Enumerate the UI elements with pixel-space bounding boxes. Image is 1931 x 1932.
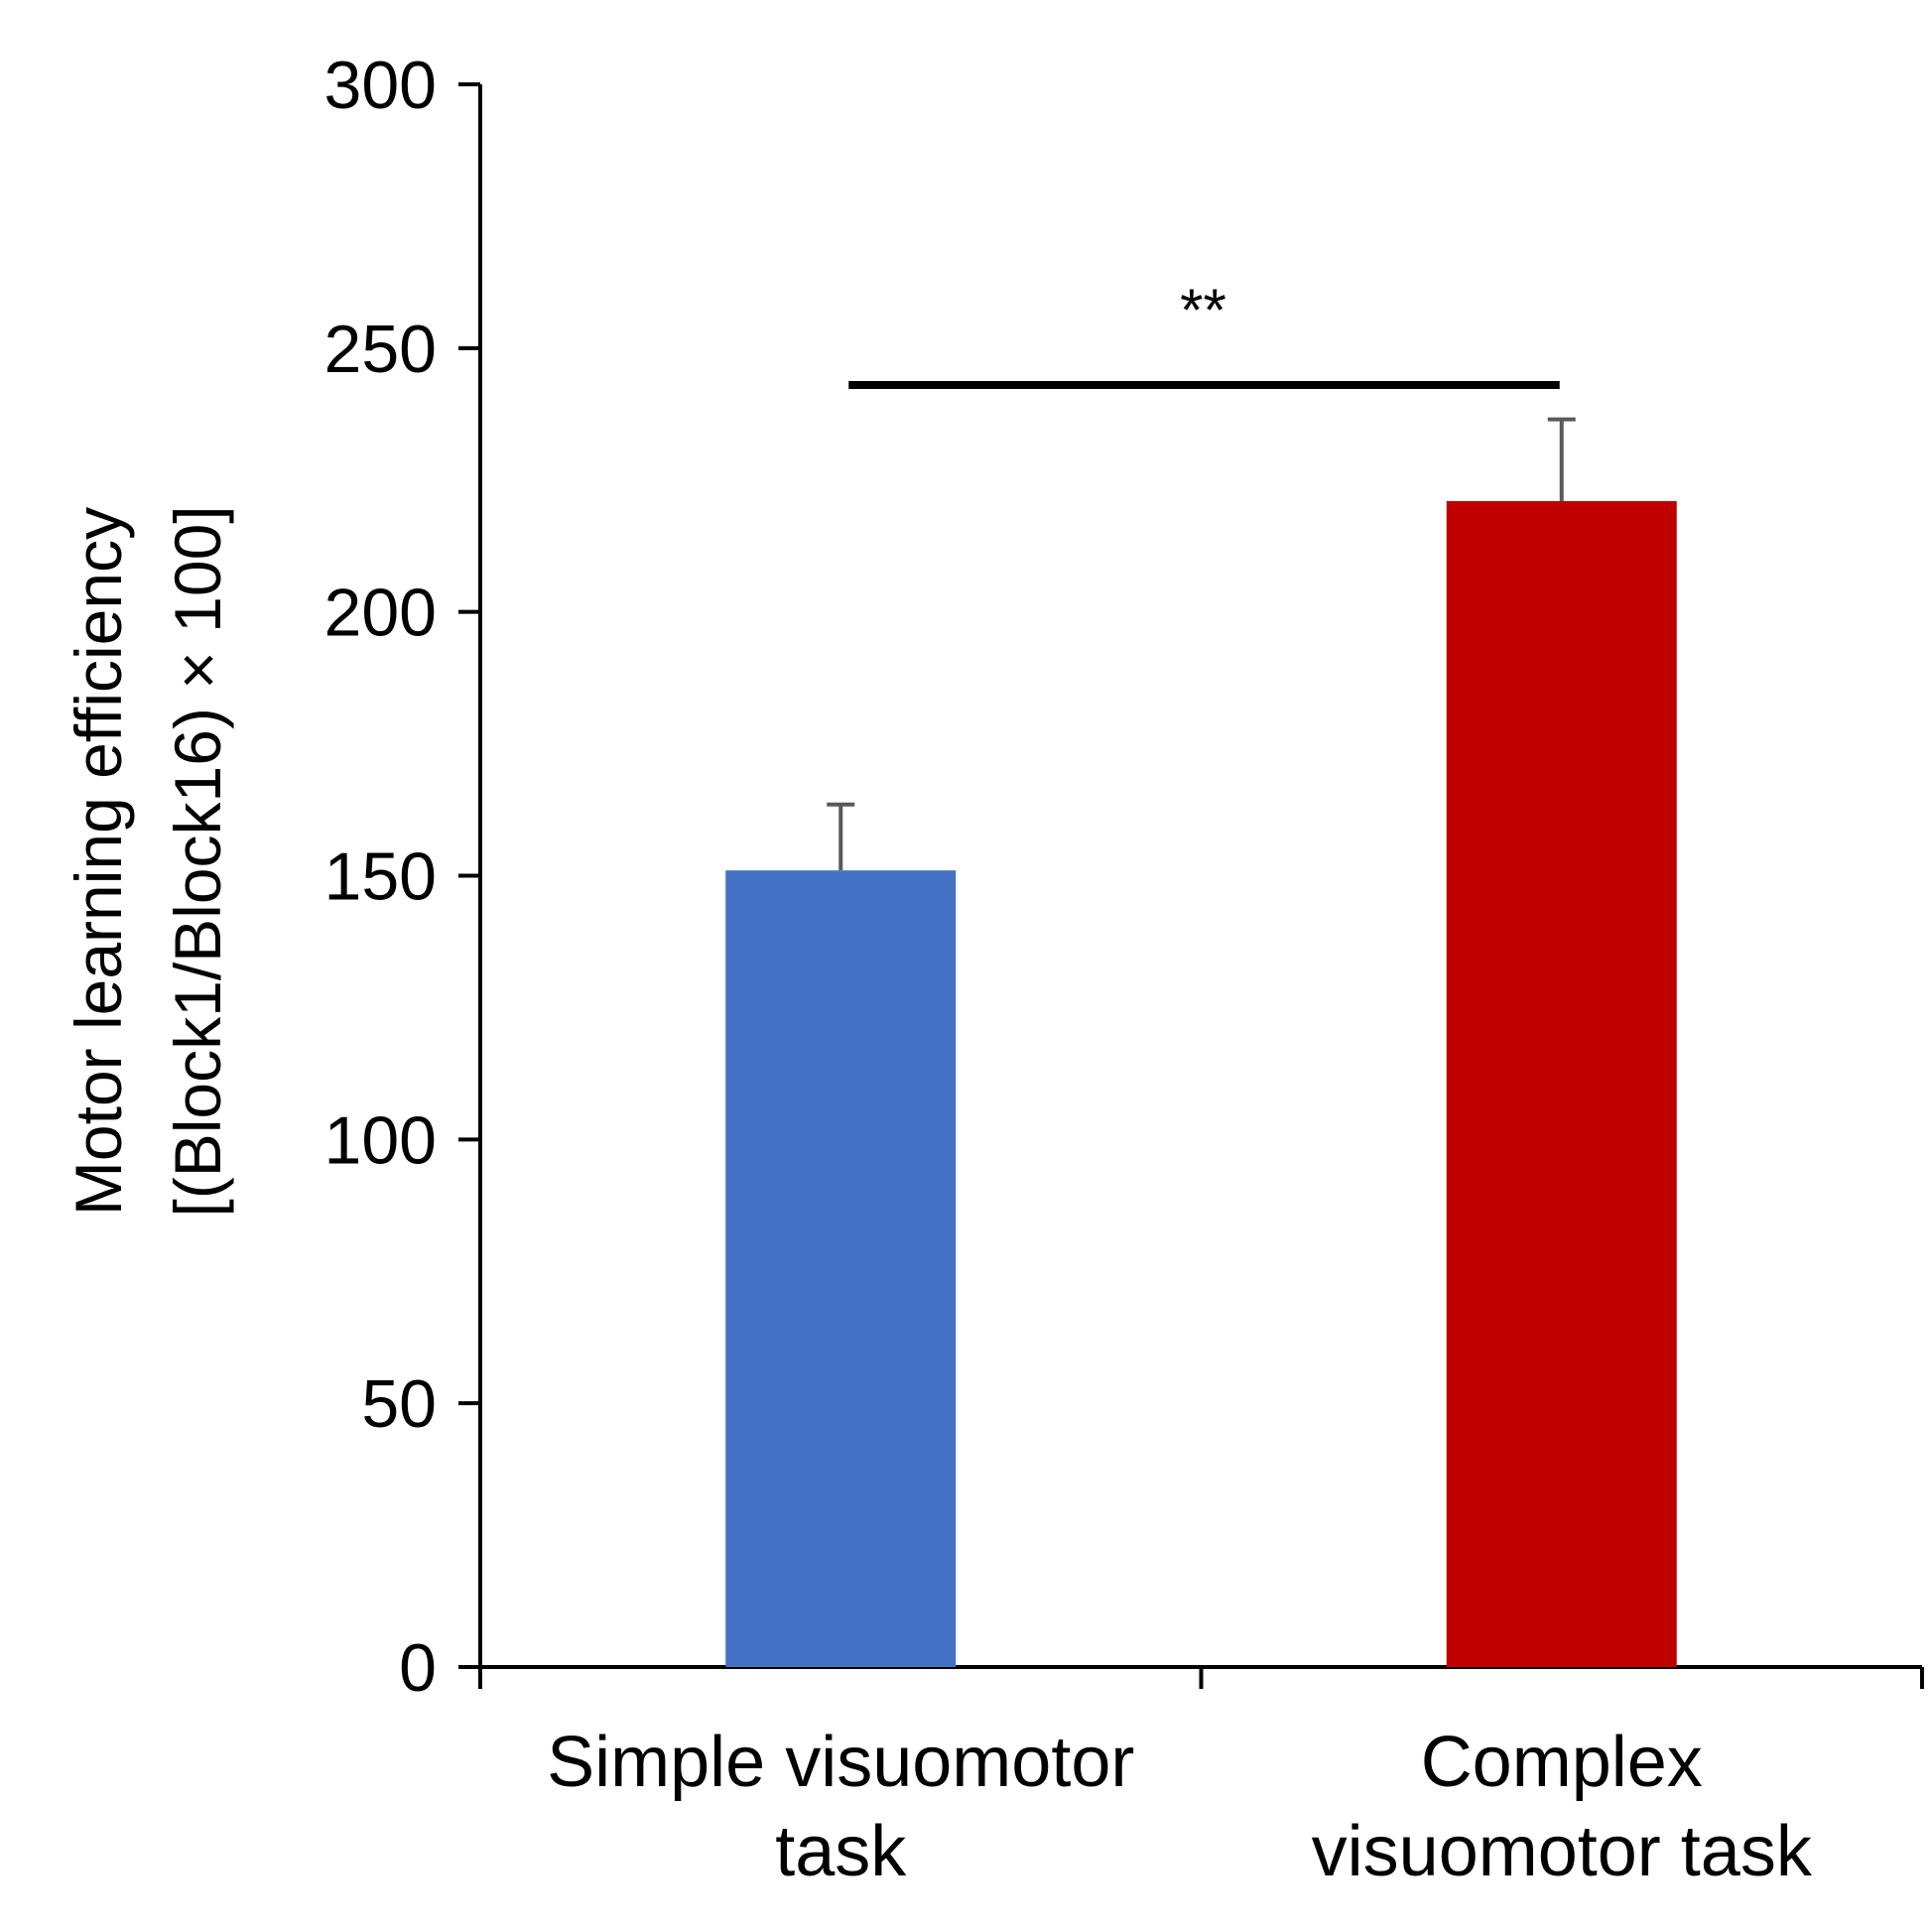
y-tick-label: 0 [399,1630,437,1706]
y-axis-title-line-2: [(Block1/Block16) × 100] [161,505,234,1217]
y-axis: 0 50 100 150 200 250 300 [324,48,482,1706]
y-tick-label: 250 [324,312,437,387]
significance-label: ** [1180,277,1226,343]
y-axis-title-line-1: Motor learning efficiency [62,507,135,1216]
y-axis-title: Motor learning efficiency [(Block1/Block… [62,505,234,1217]
y-tick-label: 100 [324,1102,437,1178]
error-bars [827,417,1576,871]
significance-marker: ** [848,277,1560,390]
y-tick-label: 150 [324,839,437,915]
x-category-label-line: Complex [1421,1723,1703,1802]
x-category-label-line: visuomotor task [1312,1812,1813,1891]
x-axis [478,1665,1924,1689]
y-tick-label: 200 [324,576,437,651]
x-category-label: Complex visuomotor task [1312,1723,1813,1891]
category-labels: Simple visuomotor task Complex visuomotor t… [547,1723,1813,1891]
y-tick-label: 50 [361,1366,437,1442]
bar [725,870,957,1667]
x-category-label: Simple visuomotor task [547,1723,1134,1891]
bar [1446,501,1677,1668]
bars [725,501,1677,1668]
x-category-label-line: Simple visuomotor [547,1723,1134,1802]
x-category-label-line: task [775,1812,907,1891]
y-tick-label: 300 [324,48,437,123]
